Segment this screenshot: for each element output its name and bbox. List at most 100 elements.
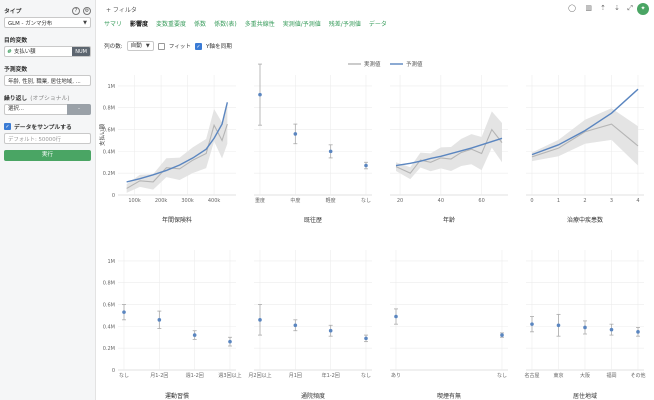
- data-point: [228, 339, 232, 344]
- pin-icon[interactable]: ✦: [637, 3, 649, 15]
- sync-y-checkbox[interactable]: ✓: [195, 42, 202, 50]
- y-tick-label: 0.2M: [103, 346, 115, 352]
- tab-residuals[interactable]: 残差/予測値: [328, 21, 361, 28]
- data-point: [157, 318, 162, 322]
- y-tick-label: 0.6M: [103, 128, 115, 134]
- gear-icon[interactable]: ⚙: [83, 6, 91, 15]
- predicted-line: [531, 88, 639, 156]
- tab-influence[interactable]: 影響度: [130, 21, 149, 28]
- data-point: [636, 330, 640, 334]
- type-select[interactable]: GLM - ガンマ分布 ▼: [4, 17, 91, 28]
- confidence-band: [396, 111, 502, 180]
- y-tick-label: 0.8M: [103, 106, 115, 112]
- legend-actual-label: 実測値: [364, 60, 381, 68]
- x-tick-label: 200k: [155, 198, 168, 204]
- chart-panel-4: 0 0.2M 0.4M 0.6M 0.8M 1M 運動習慣 なし 月1-2回 週1-2回 週3回以上: [103, 250, 242, 400]
- tab-actual-predicted[interactable]: 実測値/予測値: [282, 21, 321, 28]
- x-tick-label: 4: [636, 198, 639, 204]
- y-tick-label: 0.4M: [103, 149, 115, 155]
- data-point: [328, 328, 333, 333]
- fit-label: フィット: [168, 44, 191, 50]
- y-tick-label: 0.8M: [103, 281, 115, 287]
- data-point: [293, 323, 298, 328]
- x-tick-label: あり: [391, 373, 401, 379]
- data-point: [530, 322, 534, 326]
- x-tick-label: 月1回: [289, 373, 302, 379]
- sync-y-label: Y軸を同期: [206, 44, 232, 50]
- actual-line: [395, 128, 503, 174]
- tab-multicollinearity[interactable]: 多重共線性: [244, 21, 275, 28]
- upload-icon[interactable]: ⇡: [600, 4, 606, 12]
- data-point: [583, 325, 587, 330]
- repeat-clear-button[interactable]: -: [67, 104, 91, 115]
- chart-panel-5: 通院頻度 月2回以上 月1回 年1-2回 なし: [248, 250, 372, 400]
- x-tick-label: なし: [361, 197, 371, 204]
- repeat-select[interactable]: 選択...: [4, 104, 67, 115]
- data-point: [192, 333, 197, 337]
- confidence-band: [532, 108, 638, 166]
- data-point: [394, 314, 398, 319]
- predictors-value: 年齢, 性別, 職業, 居住地域, ...: [8, 78, 81, 85]
- data-point: [500, 333, 504, 337]
- target-variable-name: 支払い額: [14, 49, 36, 55]
- download-icon[interactable]: ⇣: [614, 4, 620, 12]
- data-point: [328, 149, 333, 154]
- data-point: [122, 310, 126, 314]
- y-tick-label: 1M: [108, 84, 116, 90]
- cols-select[interactable]: 自動 ▼: [126, 41, 154, 51]
- x-tick-label: 大阪: [580, 372, 590, 379]
- chart-panel-7: 居住地域 名古屋 東京 大阪 福岡 その他: [524, 250, 646, 400]
- y-tick-label: 0: [112, 368, 115, 374]
- data-point: [258, 318, 262, 322]
- x-tick-label: 40: [438, 198, 444, 204]
- type-label: タイプ: [4, 9, 22, 15]
- numeric-icon: #: [7, 49, 12, 55]
- chevron-down-icon: ▼: [83, 19, 87, 26]
- x-tick-label: 週1-2回: [186, 372, 204, 379]
- chart-title: 喫煙有無: [437, 392, 461, 400]
- y-tick-label: 0.4M: [103, 324, 115, 330]
- tab-data[interactable]: データ: [368, 21, 387, 28]
- x-tick-label: 60: [478, 198, 484, 204]
- x-tick-label: 重度: [255, 197, 265, 204]
- x-tick-label: 月2回以上: [248, 372, 271, 379]
- x-tick-label: 中度: [290, 197, 300, 204]
- chart-icon[interactable]: ▥: [585, 4, 592, 12]
- y-tick-label: 0.6M: [103, 303, 115, 309]
- main-panel: + フィルタ ◯ ▥ ⇡ ⇣ ⤢ ✦ サマリ 影響度 変数重要度 係数 係数(表…: [96, 0, 654, 400]
- x-tick-label: その他: [630, 372, 645, 379]
- tab-coefficients[interactable]: 係数: [194, 21, 207, 28]
- y-tick-label: 0.2M: [103, 171, 115, 177]
- x-tick-label: 月1-2回: [150, 373, 168, 379]
- sample-input[interactable]: デフォルト: 50000行: [4, 133, 91, 144]
- help-icon[interactable]: ?: [72, 6, 80, 15]
- x-tick-label: なし: [497, 372, 507, 379]
- filter-button[interactable]: + フィルタ: [106, 7, 137, 14]
- tab-coef-table[interactable]: 係数(表): [214, 21, 237, 28]
- x-tick-label: 400k: [208, 198, 221, 204]
- data-point: [556, 323, 561, 328]
- predictors-field[interactable]: 年齢, 性別, 職業, 居住地域, ...: [4, 75, 91, 86]
- chart-panel-2: 年齢 20 40 60: [390, 75, 508, 224]
- legend-predicted-label: 予測値: [406, 60, 423, 68]
- x-tick-label: なし: [361, 372, 371, 379]
- x-tick-label: 300k: [181, 198, 194, 204]
- target-variable[interactable]: # 支払い額 NUM: [4, 46, 91, 57]
- tab-importance[interactable]: 変数重要度: [156, 21, 187, 28]
- predicted-line: [126, 102, 229, 183]
- fit-checkbox[interactable]: [157, 42, 165, 50]
- sidebar: タイプ ? ⚙ GLM - ガンマ分布 ▼ 目的変数 # 支払い額 NUM 予測変…: [0, 0, 96, 400]
- chart-title: 年齢: [443, 216, 455, 224]
- sample-label: データをサンプルする: [14, 125, 72, 131]
- expand-icon[interactable]: ⤢: [627, 4, 633, 12]
- repeat-field[interactable]: 選択... -: [4, 104, 91, 115]
- comment-icon[interactable]: ◯: [568, 4, 576, 12]
- sample-checkbox[interactable]: ✓: [4, 123, 11, 130]
- tab-summary[interactable]: サマリ: [104, 21, 123, 28]
- chart-options: 列の数: 自動 ▼ フィット ✓ Y軸を同期: [104, 41, 232, 51]
- chart-title: 通院頻度: [301, 392, 325, 400]
- run-button[interactable]: 実行: [4, 150, 91, 161]
- data-point: [364, 336, 368, 341]
